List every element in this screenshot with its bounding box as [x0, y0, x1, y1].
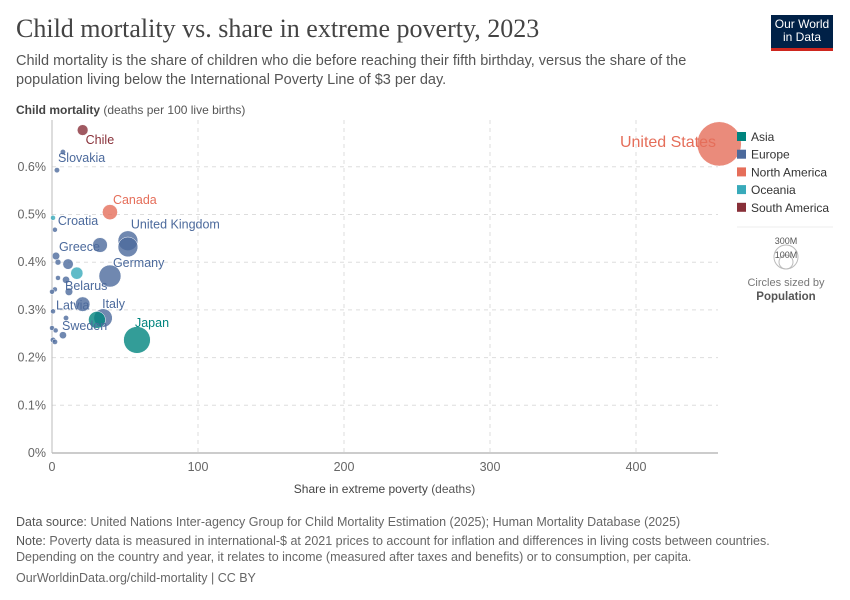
data-point[interactable]: [64, 287, 73, 296]
data-point[interactable]: [92, 237, 108, 253]
point-label: United Kingdom: [131, 218, 220, 232]
x-tick-label: 200: [334, 460, 355, 474]
data-point[interactable]: [54, 259, 62, 266]
point-label: Belarus: [65, 279, 107, 293]
legend-label: North America: [751, 165, 827, 179]
legend-item[interactable]: North America: [737, 165, 827, 179]
data-point[interactable]: [62, 258, 74, 270]
data-point[interactable]: [60, 149, 66, 155]
point-label: Japan: [135, 316, 169, 330]
point-label: Canada: [113, 193, 157, 207]
data-point[interactable]: [55, 275, 61, 281]
x-tick-label: 0: [49, 460, 56, 474]
legend-item[interactable]: Asia: [737, 130, 775, 144]
size-legend-small: [778, 254, 794, 270]
data-point[interactable]: [52, 327, 59, 334]
legend-item[interactable]: Oceania: [737, 183, 796, 197]
point-label: Slovakia: [58, 151, 105, 165]
legend-swatch: [737, 167, 746, 177]
legend-swatch: [737, 185, 746, 195]
legend-swatch: [737, 202, 746, 212]
data-point[interactable]: [77, 124, 89, 136]
x-tick-label: 400: [626, 460, 647, 474]
y-tick-label: 0.2%: [18, 351, 47, 365]
point-label: Greece: [59, 240, 100, 254]
data-point[interactable]: [696, 121, 742, 167]
data-point[interactable]: [49, 289, 55, 295]
owid-logo[interactable]: Our World in Data: [771, 15, 833, 51]
y-tick-label: 0%: [28, 446, 46, 460]
legend-item[interactable]: South America: [737, 201, 829, 215]
chart-title: Child mortality vs. share in extreme pov…: [16, 14, 540, 43]
legend-swatch: [737, 132, 746, 141]
y-tick-label: 0.4%: [18, 255, 47, 269]
x-tick-label: 300: [480, 460, 501, 474]
data-point[interactable]: [123, 326, 151, 354]
x-axis-label: Share in extreme poverty (deaths): [293, 482, 476, 496]
data-point[interactable]: [51, 338, 58, 345]
data-point[interactable]: [98, 264, 122, 288]
point-label: Chile: [86, 133, 115, 147]
chart-subtitle: Child mortality is the share of children…: [16, 53, 687, 88]
legend-label: Oceania: [751, 183, 796, 197]
y-tick-label: 0.5%: [18, 208, 47, 222]
y-axis-label: Child mortality (deaths per 100 live bir…: [16, 103, 246, 117]
scatter-plot: 0% 0.1% 0.2% 0.3% 0.4% 0.5% 0.6% 0 100 200 300 400 U…: [18, 120, 833, 474]
data-point[interactable]: [75, 296, 91, 312]
data-point[interactable]: [50, 308, 56, 315]
data-point[interactable]: [117, 236, 139, 258]
legend-label: Europe: [751, 148, 790, 162]
point-label: Italy: [102, 297, 126, 311]
y-tick-label: 0.1%: [18, 398, 47, 412]
legend-label: South America: [751, 201, 829, 215]
size-legend-title: Circles sized by: [747, 277, 825, 289]
point-label: Germany: [113, 256, 165, 270]
point-label: Sweden: [62, 319, 107, 333]
data-point[interactable]: [52, 227, 58, 233]
point-label: United States: [620, 134, 716, 151]
y-tick-label: 0.6%: [18, 160, 47, 174]
x-tick-label: 100: [188, 460, 209, 474]
note: Note: Poverty data is measured in intern…: [16, 534, 770, 564]
data-source: Data source: United Nations Inter-agency…: [16, 515, 681, 529]
legend-item[interactable]: Europe: [737, 148, 790, 162]
source-url[interactable]: OurWorldinData.org/child-mortality | CC …: [16, 571, 256, 585]
size-legend-variable: Population: [756, 291, 815, 303]
data-point[interactable]: [62, 275, 70, 284]
size-legend-small-label: 100M: [775, 250, 798, 260]
data-point[interactable]: [70, 266, 84, 280]
point-label: Latvia: [56, 298, 89, 312]
data-point[interactable]: [63, 315, 69, 321]
legend-label: Asia: [751, 130, 775, 144]
data-point[interactable]: [50, 215, 56, 221]
data-point[interactable]: [102, 204, 118, 220]
point-label: Croatia: [58, 214, 98, 228]
legend-swatch: [737, 149, 746, 159]
y-tick-label: 0.3%: [18, 303, 47, 317]
data-point[interactable]: [88, 311, 106, 329]
data-point[interactable]: [54, 167, 60, 174]
data-point[interactable]: [59, 331, 67, 340]
size-legend-large-label: 300M: [775, 236, 798, 246]
